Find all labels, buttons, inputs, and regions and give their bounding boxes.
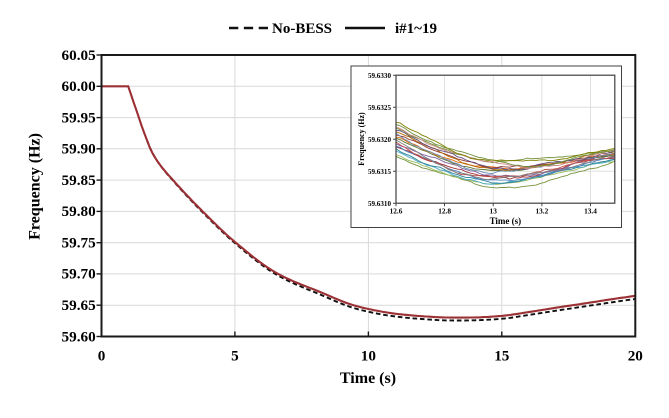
svg-text:12.6: 12.6 xyxy=(390,207,403,216)
svg-text:10: 10 xyxy=(361,348,377,365)
svg-text:No-BESS: No-BESS xyxy=(272,21,332,37)
svg-text:59.65: 59.65 xyxy=(62,297,97,314)
svg-text:13.2: 13.2 xyxy=(536,207,549,216)
svg-text:59.6320: 59.6320 xyxy=(368,136,392,144)
svg-text:59.95: 59.95 xyxy=(62,109,97,126)
svg-text:60.05: 60.05 xyxy=(62,47,97,64)
svg-text:Time (s): Time (s) xyxy=(490,216,522,226)
svg-text:59.70: 59.70 xyxy=(62,266,97,283)
svg-text:13: 13 xyxy=(490,207,498,216)
svg-text:59.80: 59.80 xyxy=(62,203,97,220)
svg-text:60.00: 60.00 xyxy=(62,78,97,95)
svg-text:59.90: 59.90 xyxy=(62,141,97,158)
svg-text:12.8: 12.8 xyxy=(438,207,451,216)
svg-text:0: 0 xyxy=(98,348,106,365)
svg-text:5: 5 xyxy=(231,348,239,365)
svg-text:59.6315: 59.6315 xyxy=(368,168,392,176)
svg-text:59.6330: 59.6330 xyxy=(368,72,392,80)
svg-text:13.4: 13.4 xyxy=(584,207,597,216)
svg-text:15: 15 xyxy=(494,348,510,365)
svg-text:59.75: 59.75 xyxy=(62,235,97,252)
svg-text:Time (s): Time (s) xyxy=(340,370,396,387)
svg-text:20: 20 xyxy=(628,348,644,365)
svg-text:59.60: 59.60 xyxy=(62,328,97,345)
svg-text:59.6310: 59.6310 xyxy=(368,200,392,208)
svg-text:59.6325: 59.6325 xyxy=(368,104,392,112)
svg-text:Frequency (Hz): Frequency (Hz) xyxy=(27,133,44,240)
svg-text:i#1~19: i#1~19 xyxy=(395,21,437,37)
svg-text:59.85: 59.85 xyxy=(62,172,97,189)
svg-text:Frequency (Hz): Frequency (Hz) xyxy=(357,112,366,166)
